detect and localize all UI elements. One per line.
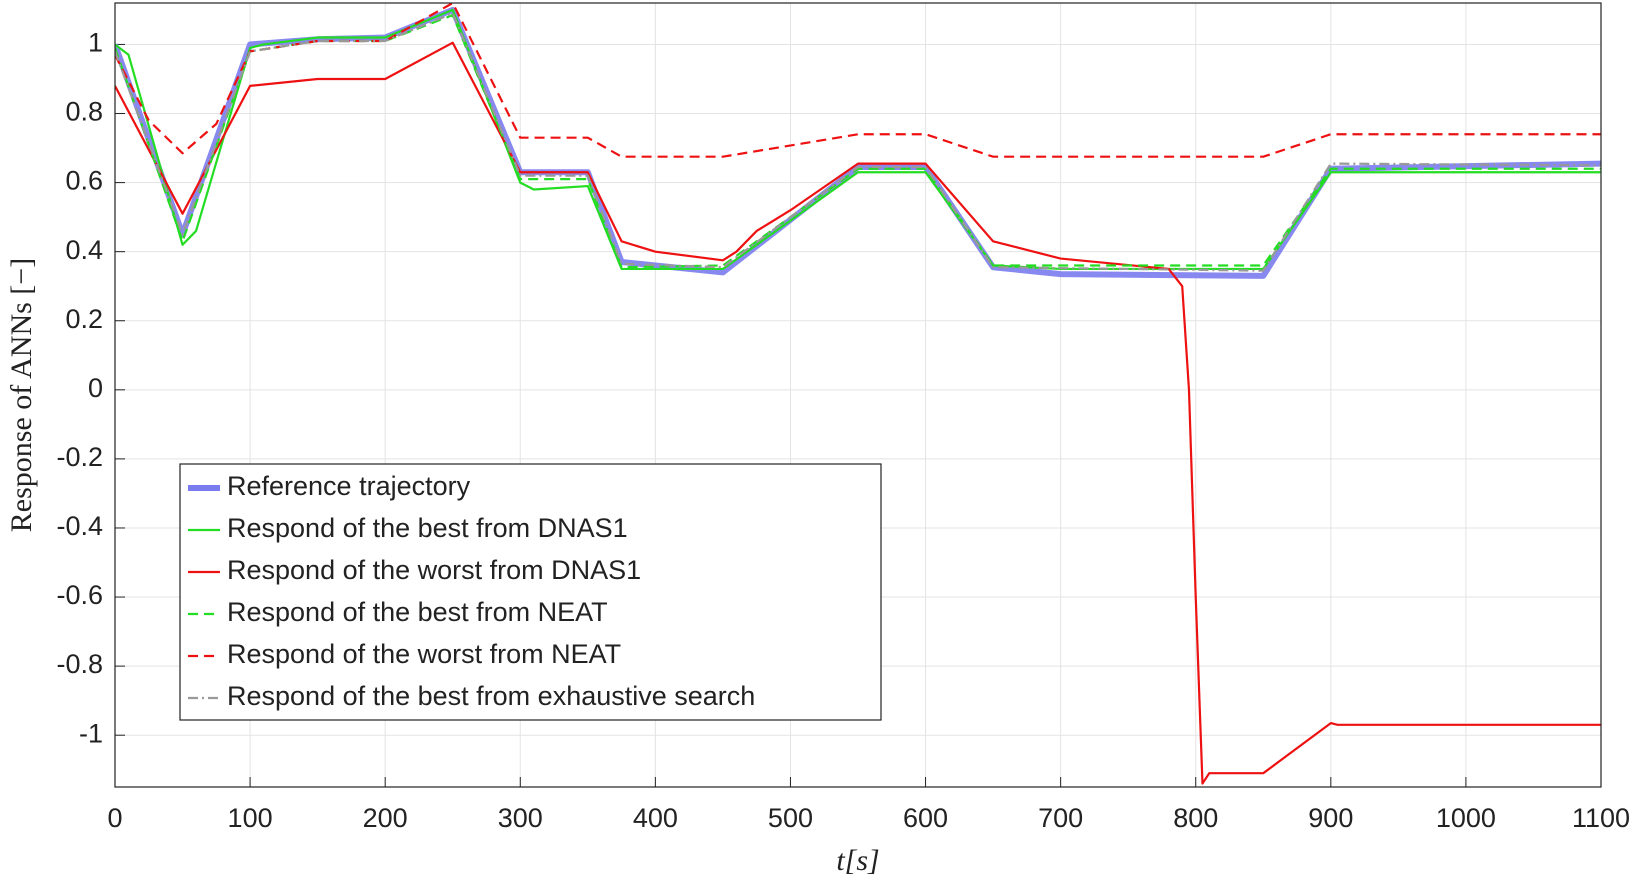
y-tick-label: 1 [88,28,103,58]
plot-frame [114,2,1602,788]
legend-label: Respond of the best from NEAT [227,597,608,627]
x-tick-label: 900 [1308,803,1353,833]
series-line [115,3,1601,158]
legend-box [179,463,882,721]
y-tick-label: 0.6 [65,166,103,196]
x-tick-label: 800 [1173,803,1218,833]
series-line [115,12,1601,272]
x-tick-label: 400 [633,803,678,833]
series-line [115,13,1601,269]
x-tick-label: 1100 [1572,803,1630,833]
legend-label: Respond of the worst from NEAT [227,639,621,669]
x-tick-label: 600 [903,803,948,833]
y-tick-label: -0.4 [56,511,103,541]
legend-label: Respond of the best from exhaustive sear… [227,681,755,711]
x-tick-label: 1000 [1436,803,1496,833]
x-tick-label: 700 [1038,803,1083,833]
y-tick-label: -0.6 [56,580,103,610]
x-tick-label: 100 [228,803,273,833]
y-tick-label: 0.4 [65,235,103,265]
x-tick-label: 200 [363,803,408,833]
series-line [115,6,1601,279]
x-axis-label: t[s] [836,844,879,877]
y-tick-label: -0.2 [56,442,103,472]
y-tick-label: -1 [79,718,103,748]
y-tick-label: -0.8 [56,649,103,679]
y-tick-label: 0.2 [65,304,103,334]
x-tick-label: 0 [107,803,122,833]
y-tick-label: 0.8 [65,97,103,127]
legend-label: Respond of the worst from DNAS1 [227,555,641,585]
series-line [115,8,1601,271]
series-line [115,41,1601,785]
legend-label: Reference trajectory [227,471,471,501]
legend-label: Respond of the best from DNAS1 [227,513,628,543]
x-tick-label: 300 [498,803,543,833]
y-axis-label: Response of ANNs [−] [5,258,38,532]
y-tick-label: 0 [88,373,103,403]
x-tick-label: 500 [768,803,813,833]
